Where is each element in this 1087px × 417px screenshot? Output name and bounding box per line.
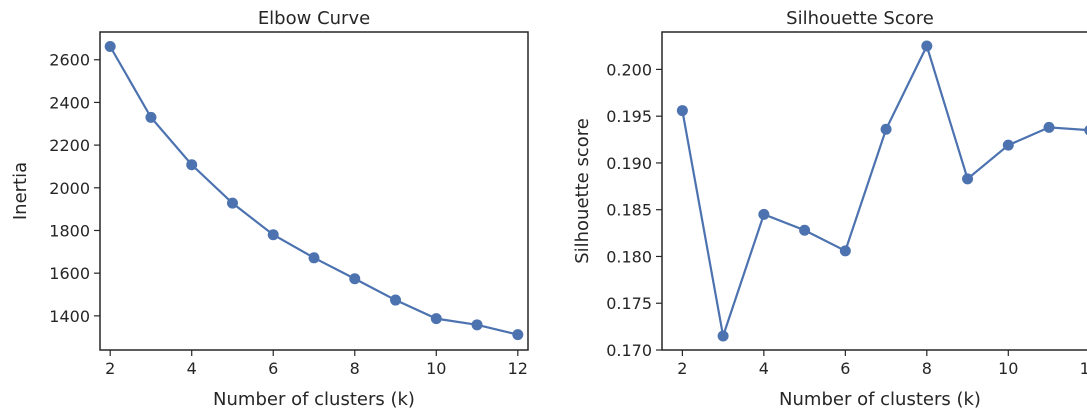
- elbow-plot-area: [104, 41, 524, 341]
- silhouette-y-tick-label: 0.175: [606, 294, 652, 313]
- silhouette-data-point: [839, 245, 851, 257]
- elbow-x-tick-label: 4: [187, 359, 197, 378]
- silhouette-data-point: [962, 173, 974, 185]
- silhouette-y-tick-label: 0.190: [606, 154, 652, 173]
- silhouette-data-point: [717, 330, 729, 342]
- elbow-data-point: [226, 197, 238, 209]
- silhouette-data-point: [676, 105, 688, 117]
- elbow-data-point: [390, 294, 402, 306]
- silhouette-x-tick-label: 4: [759, 359, 769, 378]
- elbow-data-point: [104, 41, 116, 53]
- elbow-data-point: [349, 273, 361, 285]
- elbow-data-point: [471, 319, 483, 331]
- silhouette-data-point: [1043, 121, 1055, 133]
- elbow-x-axis-label: Number of clusters (k): [213, 389, 415, 410]
- silhouette-x-tick-label: 10: [998, 359, 1018, 378]
- silhouette-ticks: 2 4 6 8 10 12 0.170 0.175 0.180 0.185 0.190 0.195 0.…: [606, 60, 1087, 378]
- silhouette-x-axis-label: Number of clusters (k): [779, 389, 981, 410]
- silhouette-y-axis-label: Silhouette score: [572, 118, 593, 264]
- elbow-data-point: [186, 159, 198, 171]
- elbow-chart-title: Elbow Curve: [258, 8, 370, 29]
- elbow-x-tick-label: 6: [268, 359, 278, 378]
- elbow-x-tick-label: 10: [426, 359, 446, 378]
- elbow-data-point: [512, 329, 524, 341]
- elbow-y-tick-label: 2200: [49, 136, 90, 155]
- silhouette-x-tick-label: 12: [1080, 359, 1087, 378]
- silhouette-chart-title: Silhouette Score: [786, 8, 934, 29]
- silhouette-series-line: [681, 43, 1087, 337]
- elbow-data-point: [267, 229, 279, 241]
- silhouette-data-point: [1002, 139, 1014, 151]
- elbow-y-tick-label: 1600: [49, 264, 90, 283]
- elbow-x-tick-label: 2: [105, 359, 115, 378]
- silhouette-plot-frame: [661, 31, 1087, 351]
- silhouette-data-point: [880, 123, 892, 135]
- silhouette-y-tick-label: 0.170: [606, 341, 652, 360]
- silhouette-data-point: [921, 40, 933, 52]
- silhouette-y-tick-label: 0.185: [606, 201, 652, 220]
- silhouette-data-point: [758, 208, 770, 220]
- elbow-y-tick-label: 1400: [49, 307, 90, 326]
- elbow-y-tick-label: 2600: [49, 51, 90, 70]
- elbow-ticks: 2 4 6 8 10 12 1400 1600 1800 2000 2200 2400 2600: [49, 51, 528, 378]
- silhouette-score-panel: Silhouette Score 2 4 6 8 10 12 0.170 0.175 0.180…: [572, 8, 1087, 410]
- elbow-data-point: [308, 252, 320, 264]
- silhouette-data-point: [1084, 125, 1087, 135]
- silhouette-plot-area: [676, 40, 1087, 342]
- silhouette-data-point: [799, 224, 811, 236]
- elbow-x-tick-label: 12: [508, 359, 528, 378]
- elbow-data-point: [430, 313, 442, 325]
- silhouette-y-tick-label: 0.200: [606, 60, 652, 79]
- silhouette-y-tick-label: 0.195: [606, 107, 652, 126]
- silhouette-x-tick-label: 2: [677, 359, 687, 378]
- elbow-y-tick-label: 2400: [49, 93, 90, 112]
- silhouette-x-tick-label: 8: [922, 359, 932, 378]
- elbow-series-line: [109, 45, 519, 336]
- elbow-data-point: [145, 111, 157, 123]
- silhouette-y-tick-label: 0.180: [606, 247, 652, 266]
- silhouette-x-tick-label: 6: [840, 359, 850, 378]
- elbow-curve-panel: Elbow Curve 2 4 6 8 10 12 1400 1600 1800 2000 2200…: [10, 8, 529, 410]
- elbow-y-tick-label: 1800: [49, 221, 90, 240]
- elbow-x-tick-label: 8: [350, 359, 360, 378]
- elbow-y-axis-label: Inertia: [10, 162, 31, 220]
- elbow-y-tick-label: 2000: [49, 179, 90, 198]
- elbow-plot-frame: [99, 31, 529, 351]
